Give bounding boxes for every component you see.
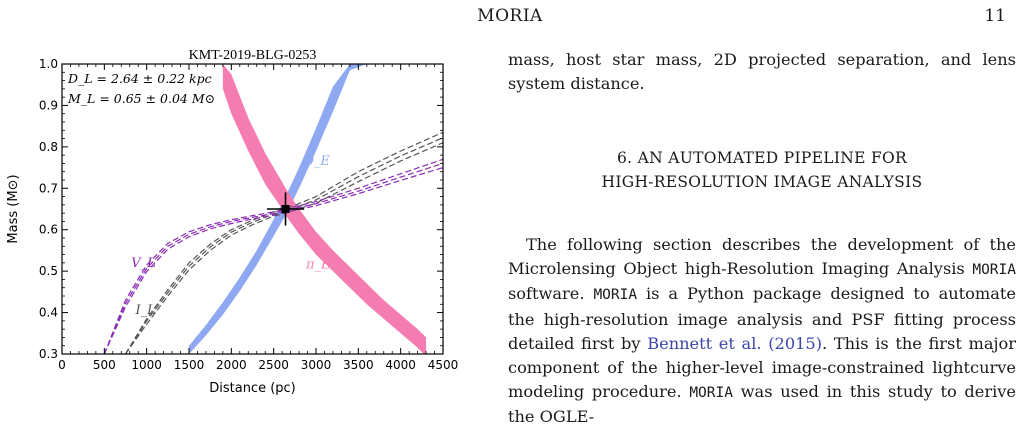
y-tick-label: 0.8	[39, 140, 58, 154]
series-label-i-l: I_L	[135, 303, 156, 318]
y-tick-label: 0.6	[39, 223, 58, 237]
moria-code-3: MORIA	[689, 385, 733, 402]
citation-author-link[interactable]: Bennett et al.	[647, 333, 762, 353]
x-tick-label: 2500	[258, 358, 289, 372]
series-band-e	[189, 64, 367, 354]
x-tick-label: 1000	[131, 358, 162, 372]
x-tick-label: 3500	[343, 358, 374, 372]
annotation-line-1: D_L = 2.64 ± 0.22 kpc	[67, 71, 212, 86]
best-fit-point	[281, 205, 290, 213]
paragraph-1: mass, host star mass, 2D projected separ…	[508, 50, 1016, 94]
section-number: 6.	[617, 149, 633, 167]
y-axis-label: Mass (M⊙)	[6, 174, 21, 243]
paragraph-2-text-2: software.	[508, 284, 594, 304]
chart-title: KMT-2019-BLG-0253	[189, 48, 317, 63]
moria-code-2: MORIA	[593, 287, 638, 304]
y-tick-label: 0.7	[39, 181, 58, 195]
x-tick-label: 0	[58, 358, 66, 372]
y-tick-label: 1.0	[39, 57, 58, 71]
section-heading: 6. AN AUTOMATED PIPELINE FOR HIGH-RESOLU…	[508, 146, 1016, 194]
series-line-v-l-1	[103, 158, 443, 354]
paragraph-2-text-5: . This is the first major component of t…	[508, 333, 1017, 402]
paragraph-2-block: The following section describes the deve…	[508, 233, 1016, 430]
series-label-v-l: V_L	[131, 256, 156, 271]
section-title-line-1: AN AUTOMATED PIPELINE FOR	[637, 149, 907, 167]
running-title: MORIA	[477, 6, 543, 26]
y-tick-label: 0.9	[39, 98, 58, 112]
x-tick-label: 4000	[385, 358, 416, 372]
paragraph-2: The following section describes the deve…	[508, 233, 1016, 430]
paragraph-2-text-3: is a Python package designed to automate…	[508, 284, 1017, 353]
x-tick-label: 2000	[216, 358, 247, 372]
x-tick-label: 1500	[174, 358, 205, 372]
series-line-v-l-3	[103, 166, 443, 354]
x-tick-label: 4500	[428, 358, 459, 372]
series-label-e: π_E	[305, 258, 331, 273]
moria-code-1: MORIA	[972, 262, 1016, 279]
y-tick-label: 0.5	[39, 264, 58, 278]
right-column: mass, host star mass, 2D projected separ…	[508, 48, 1016, 96]
citation-year-link[interactable]: (2015)	[768, 333, 823, 353]
series-band-e	[222, 64, 427, 354]
series-line-i-l-3	[125, 142, 443, 354]
paragraph-2-text-1: The following section describes the deve…	[508, 235, 1016, 279]
section-title-line-2: HIGH-RESOLUTION IMAGE ANALYSIS	[601, 173, 923, 191]
y-tick-label: 0.3	[39, 347, 58, 361]
plot-frame	[61, 63, 444, 355]
section-heading-line-1: 6. AN AUTOMATED PIPELINE FOR	[508, 146, 1016, 170]
page-number: 11	[984, 6, 1006, 26]
x-tick-label: 3000	[301, 358, 332, 372]
series-label-e: θ_E	[306, 154, 330, 169]
series-line-i-l-1	[124, 131, 443, 354]
x-axis-label: Distance (pc)	[209, 381, 296, 396]
running-head: MORIA 11	[0, 6, 1020, 28]
paragraph-2-text-6: was used in this study to derive the OGL…	[508, 382, 1016, 427]
mass-distance-figure: KMT-2019-BLG-0253 θ_E π_E I_L V_L 0 500 1000 1…	[0, 40, 470, 410]
series-line-v-l-2	[103, 162, 443, 354]
series-line-i-l-2	[124, 137, 443, 354]
x-tick-label: 500	[93, 358, 116, 372]
y-tick-label: 0.4	[39, 306, 58, 320]
annotation-line-2: M_L = 0.65 ± 0.04 M⊙	[67, 91, 215, 106]
mass-distance-chart: KMT-2019-BLG-0253 θ_E π_E I_L V_L 0 500 1000 1…	[6, 48, 459, 396]
